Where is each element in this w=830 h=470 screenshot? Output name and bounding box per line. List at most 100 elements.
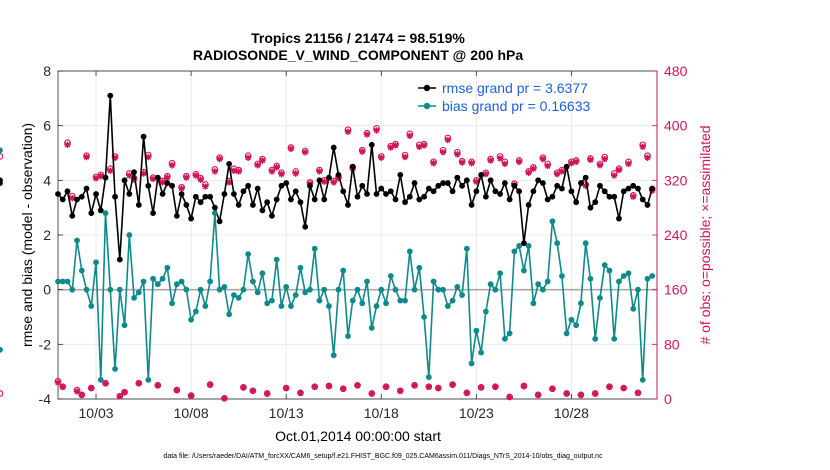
bias-point xyxy=(183,286,190,293)
assimilated-obs-point xyxy=(482,170,490,178)
rmse-point xyxy=(482,193,489,200)
x-tick-label: 10/08 xyxy=(174,405,209,421)
x-tick-label: 10/18 xyxy=(364,405,399,421)
x-axis-label: Oct.01,2014 00:00:00 start xyxy=(275,428,441,444)
bias-point xyxy=(178,278,185,285)
rmse-point xyxy=(97,207,104,214)
y-tick-label-left: -2 xyxy=(39,336,52,352)
assimilated-obs-point xyxy=(439,149,447,156)
rmse-point xyxy=(497,191,504,197)
bias-point xyxy=(359,300,366,307)
bias-point xyxy=(506,330,513,337)
assimilated-obs-point xyxy=(639,143,646,151)
assimilated-obs-point xyxy=(302,149,309,156)
y-tick-label-left: 8 xyxy=(43,63,51,79)
y-tick-label-left: -4 xyxy=(39,391,52,407)
rmse-point xyxy=(416,196,423,203)
rmse-point xyxy=(330,144,337,151)
assimilated-obs-point xyxy=(630,193,637,200)
assimilated-obs-point xyxy=(392,142,399,149)
rmse-point xyxy=(273,196,280,203)
bias-point xyxy=(454,284,461,290)
y-axis-label-left: rmse and bias (model - observation) xyxy=(19,123,35,347)
y-tick-label-left: 2 xyxy=(43,227,51,243)
assimilated-obs-point xyxy=(121,388,128,396)
rmse-point xyxy=(649,185,656,192)
rmse-point xyxy=(459,182,465,189)
bias-point xyxy=(330,352,337,359)
assimilated-obs-point xyxy=(268,168,276,175)
assimilated-obs-point xyxy=(149,175,157,183)
rmse-point xyxy=(164,180,171,186)
legend-rmse-marker xyxy=(423,84,431,92)
assimilated-obs-point xyxy=(458,159,466,166)
rmse-point xyxy=(492,188,499,195)
grid xyxy=(58,70,657,400)
bias-point xyxy=(335,286,342,293)
rmse-point xyxy=(131,169,137,176)
bias-point xyxy=(173,281,180,288)
rmse-point xyxy=(93,191,99,197)
assimilated-obs-point xyxy=(572,158,580,166)
bias-point xyxy=(311,245,318,252)
rmse-point xyxy=(620,188,627,195)
rmse-point xyxy=(611,193,618,200)
rmse-point xyxy=(540,180,546,186)
rmse-point xyxy=(630,182,637,189)
rmse-point xyxy=(216,218,223,225)
assimilated-obs-point xyxy=(406,132,413,140)
rmse-point xyxy=(397,171,404,178)
rmse-point xyxy=(364,191,370,197)
bias-point xyxy=(582,240,589,247)
assimilated-obs-point xyxy=(520,382,528,390)
assimilated-obs-point xyxy=(368,390,375,397)
bias-point xyxy=(283,284,290,290)
bias-point xyxy=(154,281,161,288)
rmse-point xyxy=(501,180,508,186)
assimilated-obs-point xyxy=(615,166,623,174)
rmse-point xyxy=(159,191,166,197)
bias-point xyxy=(649,273,656,279)
rmse-point xyxy=(235,202,242,208)
rmse-point xyxy=(411,180,418,186)
bias-point xyxy=(535,281,542,288)
y-tick-label-right: 480 xyxy=(664,63,688,79)
bias-point xyxy=(387,273,394,279)
rmse-point xyxy=(121,177,128,184)
assimilated-obs-point xyxy=(140,170,147,177)
rmse-point xyxy=(64,188,71,195)
rmse-point xyxy=(245,182,252,189)
assimilated-obs-point xyxy=(411,382,418,389)
assimilated-obs-point xyxy=(316,168,323,175)
bias-point xyxy=(644,275,651,282)
assimilated-obs-point xyxy=(254,162,261,169)
bias-point xyxy=(625,270,632,277)
bias-point xyxy=(440,286,446,293)
bias-point xyxy=(164,264,171,271)
chart-title: Tropics 21156 / 21474 = 98.519% xyxy=(251,30,465,46)
rmse-point xyxy=(316,177,323,184)
rmse-point xyxy=(530,188,537,195)
bias-point xyxy=(74,237,80,244)
assimilated-obs-point xyxy=(534,391,542,399)
rmse-point xyxy=(226,161,233,167)
rmse-point xyxy=(202,193,209,200)
bias-point xyxy=(425,374,432,381)
assimilated-obs-point xyxy=(444,136,452,144)
bias-point xyxy=(459,292,465,299)
bias-point xyxy=(345,333,351,340)
rmse-point xyxy=(449,188,456,195)
rmse-point xyxy=(278,182,285,189)
rmse-point xyxy=(102,174,109,181)
rmse-point xyxy=(321,196,328,203)
y-tick-label-right: 0 xyxy=(664,391,672,407)
rmse-point xyxy=(183,202,190,208)
rmse-point xyxy=(254,185,261,192)
bias-point xyxy=(159,275,166,282)
bias-point xyxy=(611,335,618,342)
bias-point xyxy=(126,232,133,238)
bias-point xyxy=(97,376,104,383)
y-tick-label-right: 80 xyxy=(664,336,680,352)
rmse-point xyxy=(573,199,580,206)
assimilated-obs-point xyxy=(473,178,480,185)
